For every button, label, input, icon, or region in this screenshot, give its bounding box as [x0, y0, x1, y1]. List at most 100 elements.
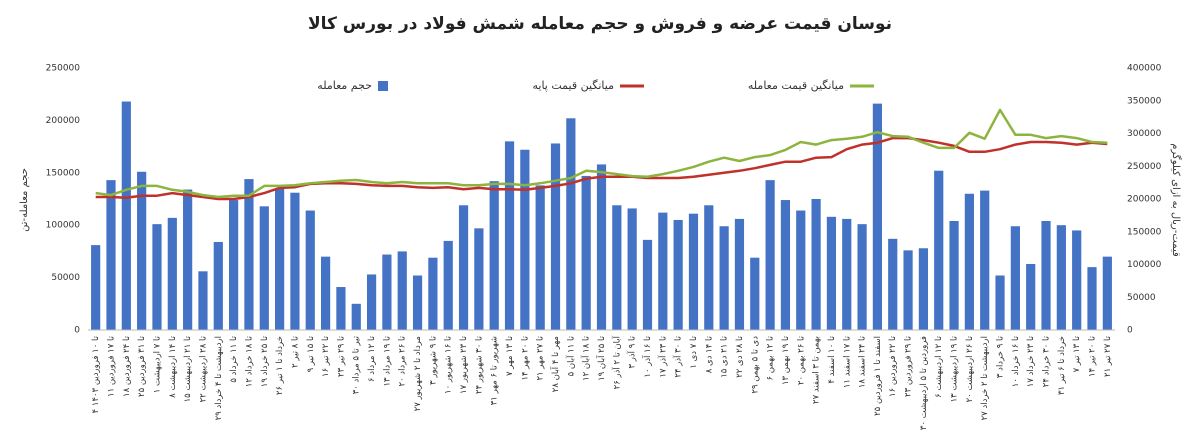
x-tick-label: ۲۷ مرداد تا ۲ شهریور [413, 336, 423, 411]
x-tick-label: ۱ تا ۷ اردیبهشت [152, 335, 162, 393]
x-tick-label: ۶ تا ۱۲ بهمن [766, 335, 776, 380]
x-tick-label: ۲۰ تا ۲۶ مرداد [398, 335, 408, 386]
x-tick-label: ۱ تا ۷ دی [689, 335, 699, 368]
x-tick-label: ۲۶ خرداد تا ۱ تیر [275, 336, 285, 395]
y2-tick-label: 300000 [1127, 129, 1162, 139]
x-tick-label: ۸ تا ۱۴ اردیبهشت [168, 335, 178, 397]
x-tick-label: ۲۱ تا ۲۷ تیر [1103, 335, 1113, 377]
y2-tick-label: 150000 [1127, 227, 1162, 237]
bar [489, 181, 499, 330]
y2-tick-label: 200000 [1127, 195, 1162, 205]
bar [412, 275, 423, 330]
bar [106, 180, 116, 330]
bar [1056, 225, 1066, 330]
x-tick-label: ۷ تا ۱۳ مهر [505, 335, 515, 376]
x-tick-label: ۶ تا ۱۲ اردیبهشت [934, 335, 944, 397]
x-tick-label: ۱۴ تا ۲۰ مهر [520, 335, 530, 380]
bar [934, 170, 944, 330]
x-tick-label: ۱۸ تا ۲۴ اسفند [858, 335, 868, 388]
x-tick-label: ۲۳ تا ۲۹ فروردین [904, 335, 914, 397]
bar [627, 208, 637, 330]
bar [1010, 226, 1020, 330]
x-tick-label: ۲۰ تا ۲۶ بهمن [796, 335, 806, 385]
bar [213, 241, 223, 330]
x-tick-label: ۱۹ تا ۲۵ خرداد [260, 335, 270, 387]
bar [688, 213, 699, 330]
bar [596, 164, 607, 330]
x-tick-label: ۵ تا ۱۱ خرداد [229, 335, 239, 382]
x-tick-label: ۱۵ تا ۲۱ اردیبهشت [183, 335, 193, 402]
bar [642, 239, 653, 330]
bar [336, 287, 346, 330]
y2-tick-label: 0 [1127, 326, 1133, 336]
bar [1041, 221, 1051, 330]
legend-label: میانگین قیمت پایه [533, 79, 615, 92]
x-tick-label: ۱۰ تا ۱۶ آذر [641, 335, 653, 377]
bar [1102, 256, 1112, 330]
x-tick-label: ۲۲ تا ۲۸ دی [735, 335, 745, 377]
line [95, 108, 1108, 199]
y-tick-label: 200000 [46, 116, 81, 126]
x-tick-label: ۱۷ تا ۲۳ آذر [656, 335, 668, 377]
x-tick-label: ۲۷ اردیبهشت تا ۲ خرداد [980, 336, 990, 420]
x-tick-label: ۱۰ تا ۱۶ خرداد [1011, 335, 1021, 387]
y2-tick-label: 350000 [1127, 96, 1162, 106]
x-tick-label: ۱۷ تا ۲۳ خرداد [1026, 335, 1036, 387]
bar [780, 200, 791, 330]
bar [1026, 263, 1036, 330]
bar [673, 219, 683, 330]
bar [1087, 267, 1097, 330]
bar [750, 257, 760, 330]
x-tick-label: ۱۹ تا ۲۵ آبان [595, 335, 607, 381]
bar [581, 175, 591, 330]
x-tick-label: ۲۷ بهمن تا ۳ اسفند [812, 336, 822, 404]
y-tick-label: 0 [74, 326, 80, 336]
bar [229, 200, 239, 330]
x-tick-label: ۱۳ تا ۱۹ بهمن [781, 335, 791, 385]
legend-swatch [378, 81, 388, 91]
x-tick-label: ۴ تا ۱۰ اسفند [827, 335, 837, 383]
x-tick-label: ۲۸ مهر تا ۴ آبان [549, 336, 561, 392]
x-tick-label: ۱۳ تا ۱۹ اردیبهشت [950, 335, 960, 402]
bar [275, 188, 285, 330]
x-tick-label: ۱۲ تا ۱۸ آبان [580, 335, 592, 381]
x-tick-label: ۲۴ تا ۳۰ آذر [672, 335, 684, 377]
bar [811, 199, 821, 330]
y2-axis-title: قیمت-ریال به ازای کیلوگرم [1170, 143, 1182, 257]
x-tick-label: ۱۴ تا ۲۰ تیر [1088, 335, 1098, 377]
y-tick-label: 100000 [46, 221, 81, 231]
x-tick-label: ۳۱ خرداد تا ۶ تیر [1057, 336, 1067, 395]
x-tick-label: ۲۹ اردیبهشت تا ۴ خرداد [214, 336, 224, 420]
bar [612, 205, 622, 330]
bar [244, 179, 254, 330]
x-tick-label: ۱۱ تا ۱۷ اسفند [842, 335, 852, 388]
y-tick-label: 250000 [46, 64, 81, 74]
bar [183, 189, 193, 330]
x-tick-label: ۲۵ اسفند تا ۱ فروردین [873, 336, 883, 416]
chart-title: نوسان قیمت عرضه و فروش و حجم معامله شمش … [308, 14, 892, 34]
bar [366, 274, 377, 330]
y2-tick-label: 50000 [1127, 293, 1156, 303]
bar [796, 210, 806, 330]
bar [872, 103, 883, 330]
bar [765, 180, 775, 330]
line [95, 136, 1108, 201]
bar [995, 275, 1005, 330]
x-tick-label: ۱۶ تا ۲۲ تیر [321, 335, 331, 377]
x-tick-label: ۳۰ فروردین تا ۵ اردیبهشت [919, 336, 929, 430]
bar [964, 193, 974, 330]
bar [903, 250, 913, 330]
x-tick-label: ۲۴ تا ۳۰ شهریور [474, 335, 484, 394]
bar [167, 217, 177, 330]
bar [290, 192, 300, 330]
y-axis-title: حجم معامله-تن [19, 168, 30, 232]
bar [397, 251, 407, 330]
bar [704, 205, 714, 330]
bar [535, 185, 545, 330]
x-tick-label: ۱۱ تا ۱۷ فروردین [106, 335, 116, 397]
bar [198, 271, 208, 330]
bar [121, 101, 131, 330]
x-tick-label: ۱۶ تا ۲۲ فروردین [888, 335, 898, 397]
bar [949, 221, 959, 330]
